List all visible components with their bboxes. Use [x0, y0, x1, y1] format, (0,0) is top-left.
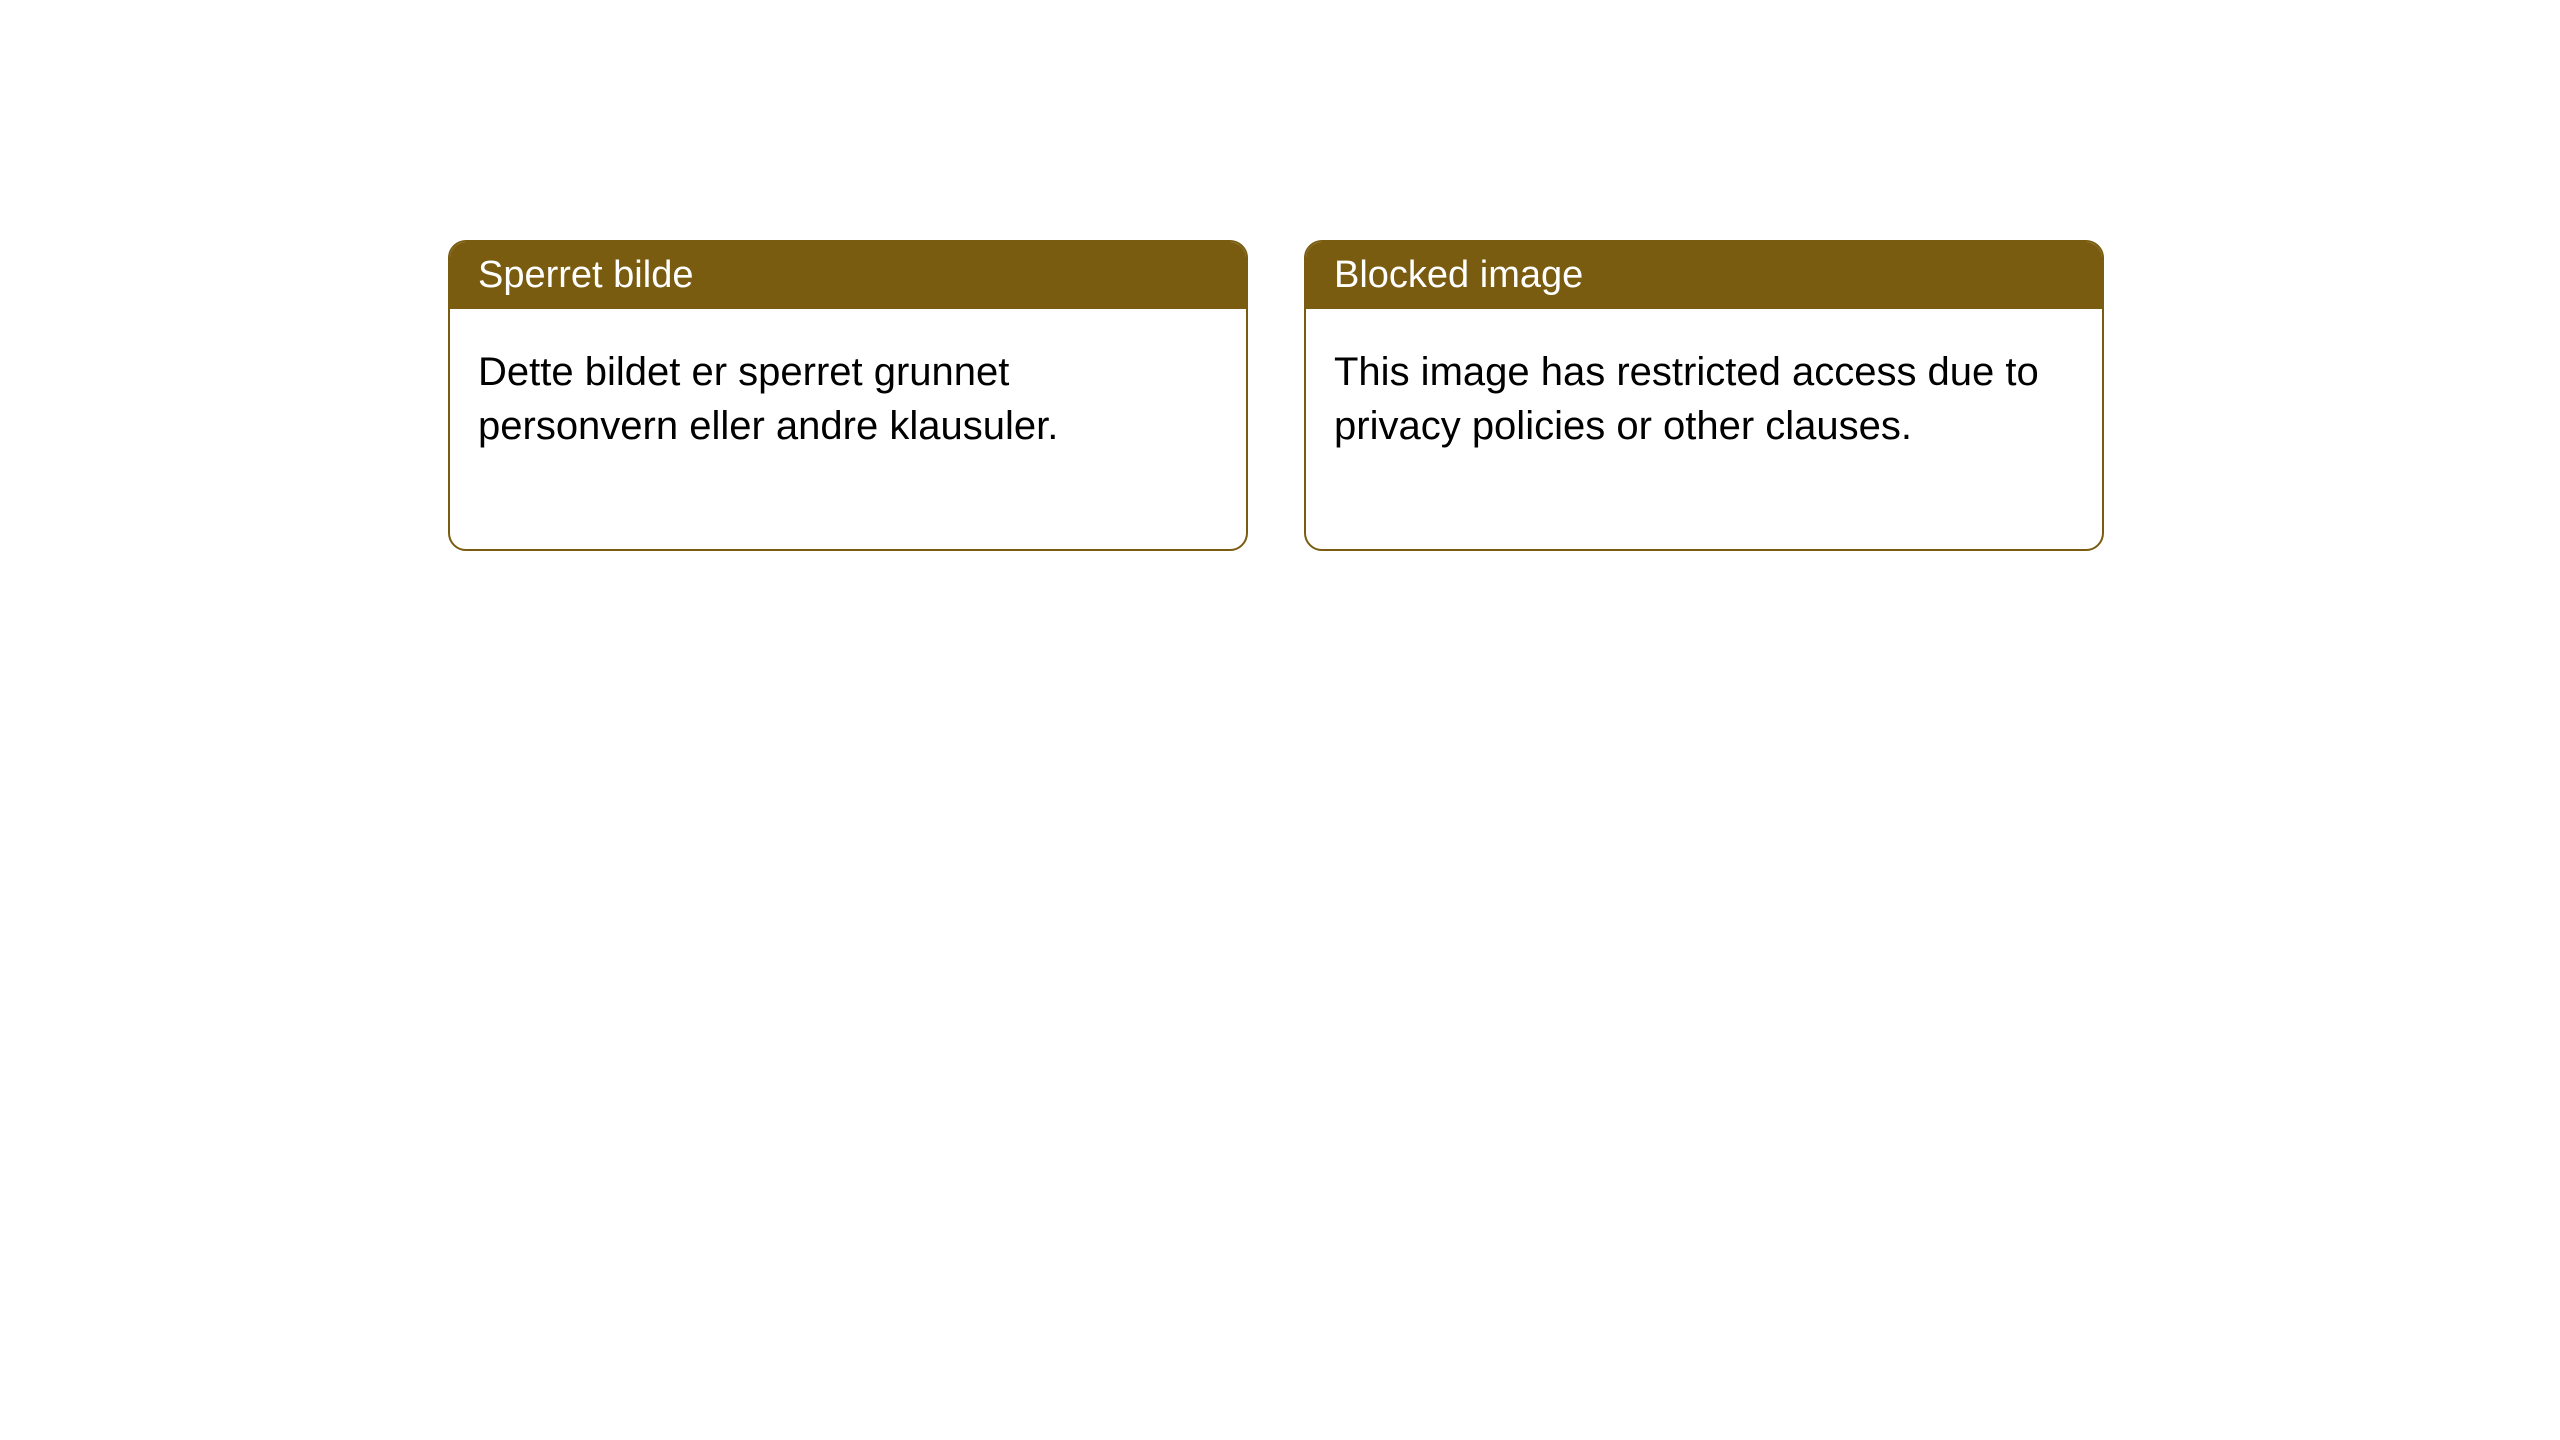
- notice-container: Sperret bilde Dette bildet er sperret gr…: [448, 240, 2104, 551]
- notice-title: Blocked image: [1334, 254, 1583, 296]
- notice-body: Dette bildet er sperret grunnet personve…: [450, 309, 1246, 549]
- notice-header: Blocked image: [1306, 242, 2102, 309]
- notice-title: Sperret bilde: [478, 254, 693, 296]
- notice-text: Dette bildet er sperret grunnet personve…: [478, 350, 1058, 448]
- notice-card-norwegian: Sperret bilde Dette bildet er sperret gr…: [448, 240, 1248, 551]
- notice-text: This image has restricted access due to …: [1334, 350, 2039, 448]
- notice-card-english: Blocked image This image has restricted …: [1304, 240, 2104, 551]
- notice-body: This image has restricted access due to …: [1306, 309, 2102, 549]
- notice-header: Sperret bilde: [450, 242, 1246, 309]
